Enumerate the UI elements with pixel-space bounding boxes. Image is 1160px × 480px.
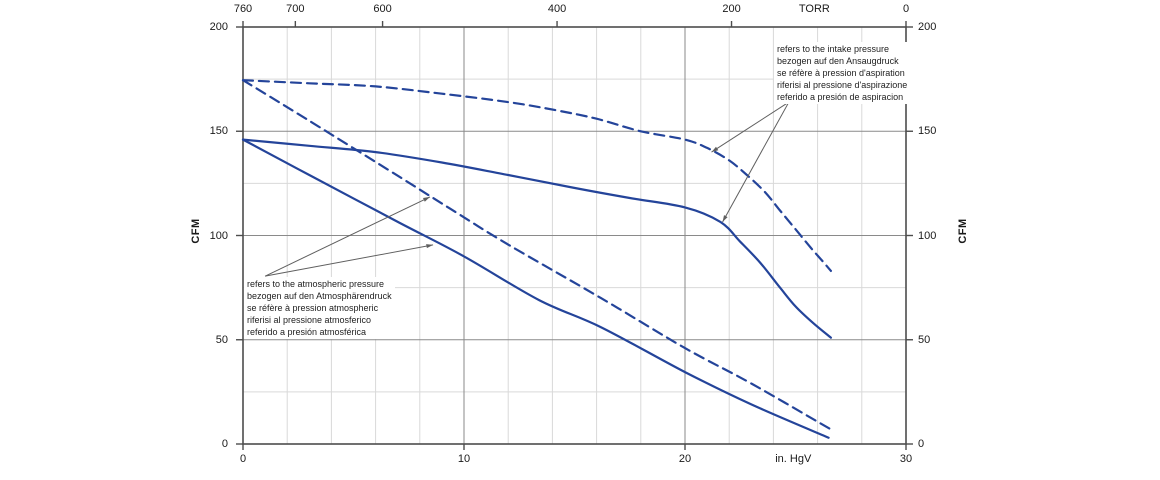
top-axis-tick-label: 700	[286, 3, 305, 15]
annotation-line: refers to the atmospheric pressure	[247, 279, 385, 289]
annotation-line: riferisi al pressione atmosferico	[247, 315, 372, 325]
annotation-line: referido a presión atmosférica	[247, 327, 367, 337]
top-axis-tick-label: 400	[547, 3, 567, 15]
bottom-axis-tick-label: 30	[899, 453, 913, 465]
annotation-leader-arrowhead	[711, 146, 719, 153]
left-axis-tick-label: 0	[221, 438, 228, 450]
left-axis-tick-label: 150	[209, 125, 228, 138]
curve-1-solid	[241, 138, 832, 339]
top-axis-tick-label: 600	[373, 3, 392, 15]
annotation-line: bezogen auf den Atmosphärendruck	[247, 291, 392, 301]
annotation-leader-line	[265, 244, 434, 277]
left-axis-tick-label: 50	[215, 333, 228, 346]
curve-2-dashed	[241, 79, 832, 431]
right-axis-tick-label: 50	[918, 333, 931, 346]
curve-0-dashed	[241, 79, 832, 272]
left-axis-tick-label: 200	[209, 21, 228, 33]
right-axis-tick-label: 0	[918, 438, 925, 450]
right-axis-tick-label: 100	[918, 229, 937, 242]
annotation-line: riferisi al pressione d'aspirazione	[777, 80, 908, 90]
y-axis-title-right: CFM	[957, 218, 969, 244]
annotation-leader-arrowhead	[722, 215, 728, 222]
y-axis-title-left: CFM	[190, 218, 202, 244]
bottom-axis-tick-label: 10	[457, 453, 471, 465]
annotation-leader-line	[711, 101, 790, 153]
bottom-axis-unit-label: in. HgV	[775, 453, 812, 465]
annotation-line: refers to the intake pressure	[777, 44, 890, 54]
left-axis-tick-label: 100	[209, 229, 228, 242]
annotation-line: bezogen auf den Ansaugdruck	[777, 56, 899, 66]
annotation-line: se réfère à pression atmospheric	[247, 303, 379, 313]
top-axis-unit-label: TORR	[798, 3, 830, 15]
bottom-axis-tick-label: 0	[239, 453, 247, 465]
annotation-leader-line	[264, 196, 431, 277]
right-axis-tick-label: 150	[918, 125, 937, 138]
top-axis-tick-label: 200	[722, 3, 741, 15]
annotation-line: se réfère à pression d'aspiration	[777, 68, 905, 78]
annotation-atmospheric-pressure: refers to the atmospheric pressure bezog…	[244, 277, 395, 339]
annotation-line: referido a presión de aspiracion	[777, 92, 904, 102]
bottom-axis-tick-label: 20	[678, 453, 692, 465]
annotation-intake-pressure: refers to the intake pressure bezogen au…	[774, 42, 911, 104]
right-axis-tick-label: 200	[918, 21, 937, 33]
annotation-leader-line	[722, 101, 790, 223]
top-axis-tick-label: 760	[233, 3, 253, 15]
top-axis-tick-label: 0	[902, 3, 910, 15]
annotation-leader-arrowhead	[423, 196, 430, 202]
annotation-leader-arrowhead	[426, 244, 434, 249]
curve-3-solid	[241, 138, 830, 439]
